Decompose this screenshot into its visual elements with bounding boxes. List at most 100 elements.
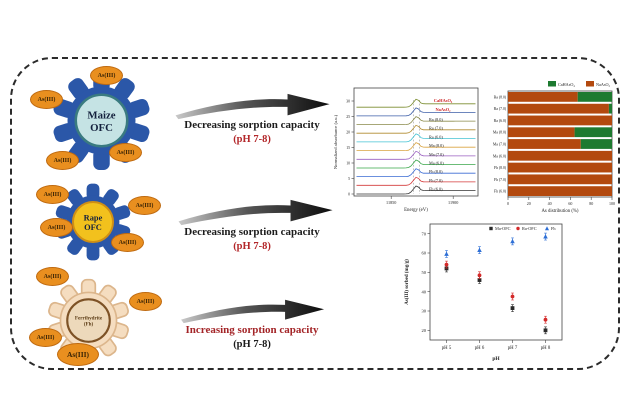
arrow-icon-3	[181, 299, 325, 324]
as-species-badge: As(III)	[111, 233, 144, 252]
as-species-badge: As(III)	[46, 151, 79, 170]
bars-svg: Ra (8.0) Ra (7.0) Ra (6.0) Ma (8.0) Ma (7.0)…	[493, 81, 615, 214]
xanes-spectra-chart: 0 5 10 15 20 25 30 11850 11900 Energy (eV…	[330, 60, 482, 218]
svg-text:pH 7: pH 7	[508, 346, 518, 351]
scatter-ylabel: As(III) sorbed (mg/g)	[405, 259, 410, 305]
rape-ofc-label: Rape	[84, 213, 103, 222]
bars-plot: Ra (8.0) Ra (7.0) Ra (6.0) Ma (8.0) Ma (7.0)…	[493, 81, 615, 214]
svg-text:0: 0	[507, 201, 509, 206]
caption-line1: Decreasing sorption capacity	[184, 226, 320, 238]
svg-text:CaHAsO₄: CaHAsO₄	[558, 82, 575, 87]
svg-text:Fh (6.0): Fh (6.0)	[429, 187, 443, 192]
dashed-border	[10, 57, 620, 370]
svg-text:Ra (6.0): Ra (6.0)	[494, 119, 507, 123]
scatter-plot: 20 30 40 50 60 70 pH 5 pH 6 pH 7 pH 8 pH A…	[405, 223, 563, 362]
as-species-badge: As(III)	[36, 267, 69, 286]
ferrihydrite-gear-icon: Ferrihydrite (Fh)	[48, 278, 129, 363]
svg-text:11900: 11900	[448, 200, 458, 205]
svg-text:Ra-OFC: Ra-OFC	[522, 226, 537, 231]
scatter-svg: 20 30 40 50 60 70 pH 5 pH 6 pH 7 pH 8 pH A…	[405, 223, 563, 362]
as-species-badge: As(III)	[36, 185, 69, 204]
svg-text:Fh (7.0): Fh (7.0)	[494, 178, 507, 182]
svg-text:Ra (8.0): Ra (8.0)	[494, 95, 507, 99]
svg-text:Fh (6.0): Fh (6.0)	[494, 190, 507, 194]
as-species-badge: As(III)	[109, 143, 142, 162]
svg-text:60: 60	[422, 251, 427, 256]
svg-text:(Fh): (Fh)	[84, 321, 94, 328]
svg-text:40: 40	[422, 289, 427, 294]
svg-text:11850: 11850	[386, 200, 396, 205]
as-species-badge: As(III)	[57, 343, 99, 366]
svg-text:Ma (6.0): Ma (6.0)	[429, 160, 444, 165]
as-species-badge: As(III)	[90, 66, 123, 85]
caption-line2: (pH 7-8)	[233, 240, 271, 252]
svg-text:Fh (8.0): Fh (8.0)	[494, 166, 507, 170]
svg-text:pH 5: pH 5	[442, 346, 452, 351]
caption-line2: (pH 7-8)	[233, 133, 271, 145]
svg-text:Ra (6.0): Ra (6.0)	[429, 134, 443, 139]
arrow-icon-1	[175, 93, 330, 120]
arrow-caption-3: Increasing sorption capacity (pH 7-8)	[158, 324, 346, 351]
svg-text:pH 8: pH 8	[541, 346, 551, 351]
svg-text:60: 60	[568, 201, 572, 206]
svg-text:Ma (7.0): Ma (7.0)	[493, 143, 507, 147]
svg-text:70: 70	[422, 231, 427, 236]
arrow-caption-2: Decreasing sorption capacity (pH 7-8)	[160, 226, 344, 253]
svg-text:80: 80	[589, 201, 593, 206]
bars-xlabel: As distribution (%)	[541, 209, 578, 214]
svg-text:Ma (6.0): Ma (6.0)	[493, 154, 507, 158]
as-distribution-chart: Ra (8.0) Ra (7.0) Ra (6.0) Ma (8.0) Ma (7.0)…	[482, 61, 634, 219]
svg-text:20: 20	[527, 201, 531, 206]
svg-text:30: 30	[422, 309, 427, 314]
svg-text:Ma-OFC: Ma-OFC	[495, 226, 511, 231]
svg-text:Ra (7.0): Ra (7.0)	[429, 126, 443, 131]
svg-text:OFC: OFC	[84, 223, 102, 232]
arrow-icon-2	[178, 199, 333, 226]
svg-text:15: 15	[346, 146, 350, 150]
svg-text:Fh: Fh	[551, 226, 556, 231]
svg-text:0: 0	[348, 193, 350, 197]
as-species-badge: As(III)	[129, 292, 162, 311]
svg-text:Ra (8.0): Ra (8.0)	[429, 117, 443, 122]
svg-text:10: 10	[346, 162, 350, 166]
svg-text:Ma (8.0): Ma (8.0)	[429, 143, 444, 148]
as-species-badge: As(III)	[29, 328, 62, 347]
svg-text:30: 30	[346, 100, 350, 104]
xanes-svg: 0 5 10 15 20 25 30 11850 11900 Energy (eV…	[333, 87, 479, 213]
svg-text:40: 40	[548, 201, 552, 206]
ferrihydrite-label: Ferrihydrite	[75, 316, 103, 322]
svg-text:Fh (8.0): Fh (8.0)	[429, 169, 443, 174]
xanes-xlabel: Energy (eV)	[404, 208, 428, 213]
svg-text:25: 25	[346, 115, 350, 119]
svg-text:Ma (7.0): Ma (7.0)	[429, 152, 444, 157]
svg-text:Ma (8.0): Ma (8.0)	[493, 131, 507, 135]
svg-text:5: 5	[348, 177, 350, 181]
svg-text:NaAsO₂: NaAsO₂	[436, 107, 452, 112]
svg-text:100: 100	[609, 201, 615, 206]
svg-text:20: 20	[422, 328, 427, 333]
scatter-legend: Ma-OFC Ra-OFC Fh	[489, 226, 556, 231]
bars-legend: CaHAsO₄ NaAsO₂	[548, 81, 611, 87]
scatter-xlabel: pH	[492, 356, 500, 362]
arrow-caption-1: Decreasing sorption capacity (pH 7-8)	[160, 119, 344, 146]
maize-ofc-label: Maize	[87, 109, 115, 121]
svg-text:CaHAsO₄: CaHAsO₄	[434, 98, 453, 103]
xanes-plot: 0 5 10 15 20 25 30 11850 11900 Energy (eV…	[333, 87, 479, 213]
caption-line1: Increasing sorption capacity	[185, 324, 319, 336]
xanes-ylabel: Normalized absorbance (a.u.)	[333, 114, 338, 169]
as-species-badge: As(III)	[128, 196, 161, 215]
svg-text:OFC: OFC	[90, 122, 113, 134]
caption-line1: Decreasing sorption capacity	[184, 119, 320, 131]
svg-text:NaAsO₂: NaAsO₂	[596, 82, 611, 87]
svg-text:50: 50	[422, 270, 427, 275]
svg-text:20: 20	[346, 131, 350, 135]
svg-text:Fh (7.0): Fh (7.0)	[429, 178, 443, 183]
sorption-scatter-chart: 20 30 40 50 60 70 pH 5 pH 6 pH 7 pH 8 pH A…	[394, 214, 634, 379]
as-species-badge: As(III)	[40, 218, 73, 237]
ferrihydrite-gear: Ferrihydrite (Fh)	[46, 278, 131, 363]
svg-text:Ra (7.0): Ra (7.0)	[494, 107, 507, 111]
svg-text:pH 6: pH 6	[475, 346, 485, 351]
caption-line2: (pH 7-8)	[233, 338, 271, 350]
as-species-badge: As(III)	[30, 90, 63, 109]
